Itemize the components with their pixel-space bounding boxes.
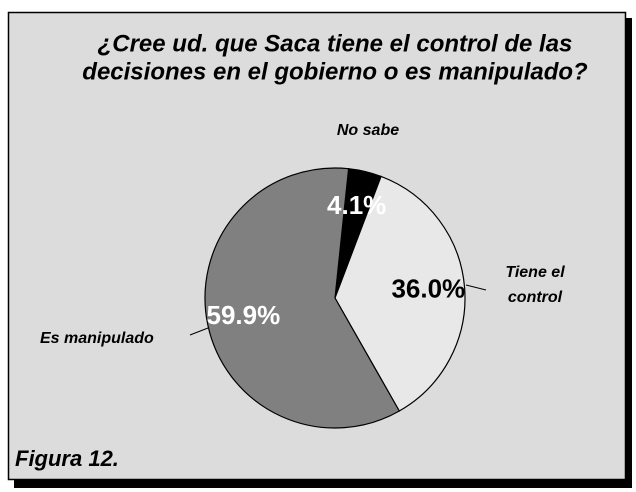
- caption: Figura 12.: [15, 446, 119, 471]
- value-label: 59.9%: [207, 300, 281, 330]
- pie-slice: [204, 167, 401, 429]
- chart-title-line: decisiones en el gobierno o es manipulad…: [82, 58, 588, 85]
- category-label: No sabe: [336, 122, 400, 139]
- pie-slice: [334, 175, 466, 412]
- category-label: Tiene el control: [505, 264, 565, 306]
- category-label: Es manipulado: [40, 330, 154, 347]
- leader-line: [465, 284, 487, 291]
- leader-line: [189, 327, 209, 336]
- chart-title-line: ¿Cree ud. que Saca tiene el control de l…: [98, 30, 573, 57]
- value-label: 36.0%: [391, 274, 465, 304]
- value-label: 4.1%: [327, 190, 386, 220]
